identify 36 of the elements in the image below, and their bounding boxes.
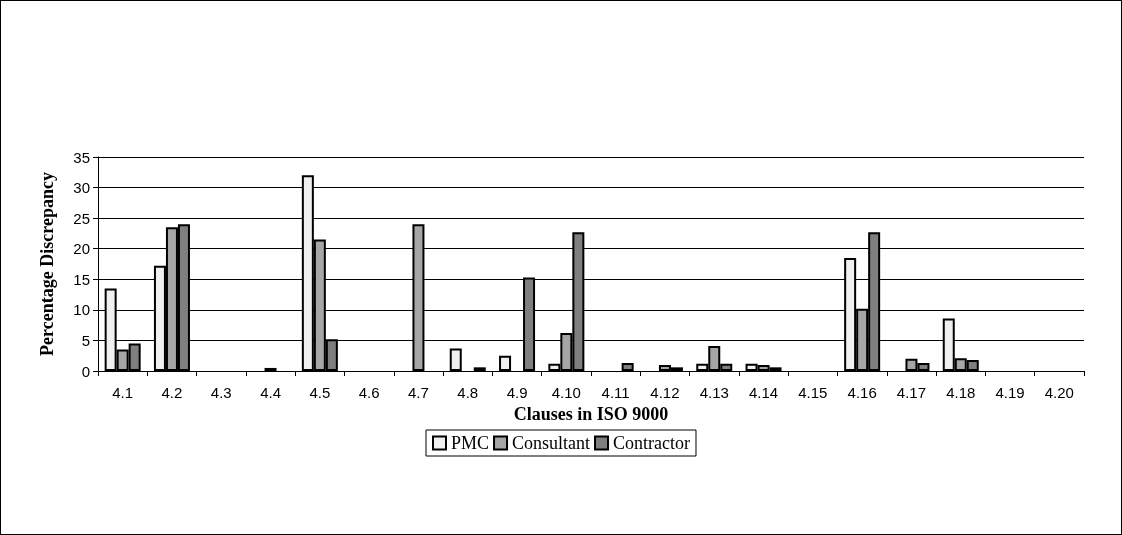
x-tick-label: 4.4 <box>260 384 281 401</box>
y-tick-label: 20 <box>73 240 90 258</box>
y-tick-label: 10 <box>73 301 90 319</box>
y-tick-label: 35 <box>73 148 90 166</box>
bar <box>621 363 634 371</box>
x-tick-label: 4.10 <box>551 384 581 401</box>
x-tick-label: 4.12 <box>650 384 680 401</box>
x-tick-label: 4.9 <box>506 384 528 401</box>
x-tick-label: 4.15 <box>798 384 828 401</box>
x-tick-label: 4.16 <box>847 384 877 401</box>
x-tick-label: 4.11 <box>601 384 630 401</box>
y-tick-label: 15 <box>73 270 90 288</box>
x-tick-label: 4.8 <box>457 384 479 401</box>
bar <box>499 355 512 371</box>
y-tick-label: 5 <box>81 331 90 349</box>
y-tick-label: 25 <box>73 209 90 227</box>
x-tick-label: 4.18 <box>946 384 976 401</box>
x-tick-label: 4.6 <box>358 384 380 401</box>
x-tick-label: 4.14 <box>748 384 779 401</box>
x-tick-label: 4.17 <box>896 384 927 401</box>
legend-label: Consultant <box>512 433 591 453</box>
y-axis-title: Percentage Discrepancy <box>37 172 57 356</box>
x-tick-label: 4.3 <box>210 384 232 401</box>
legend-label: Contractor <box>613 433 691 453</box>
bar <box>449 348 462 371</box>
x-tick-label: 4.20 <box>1044 384 1074 401</box>
x-axis-title: Clauses in ISO 9000 <box>513 404 669 424</box>
x-tick-label: 4.2 <box>161 384 183 401</box>
y-tick-label: 30 <box>73 179 90 197</box>
x-tick-label: 4.19 <box>995 384 1025 401</box>
x-tick-label: 4.5 <box>309 384 331 401</box>
x-tick-label: 4.7 <box>408 384 429 401</box>
y-tick-label: 0 <box>81 362 90 380</box>
x-tick-label: 4.1 <box>112 384 134 401</box>
legend-label: PMC <box>451 433 490 453</box>
x-tick-label: 4.13 <box>699 384 729 401</box>
